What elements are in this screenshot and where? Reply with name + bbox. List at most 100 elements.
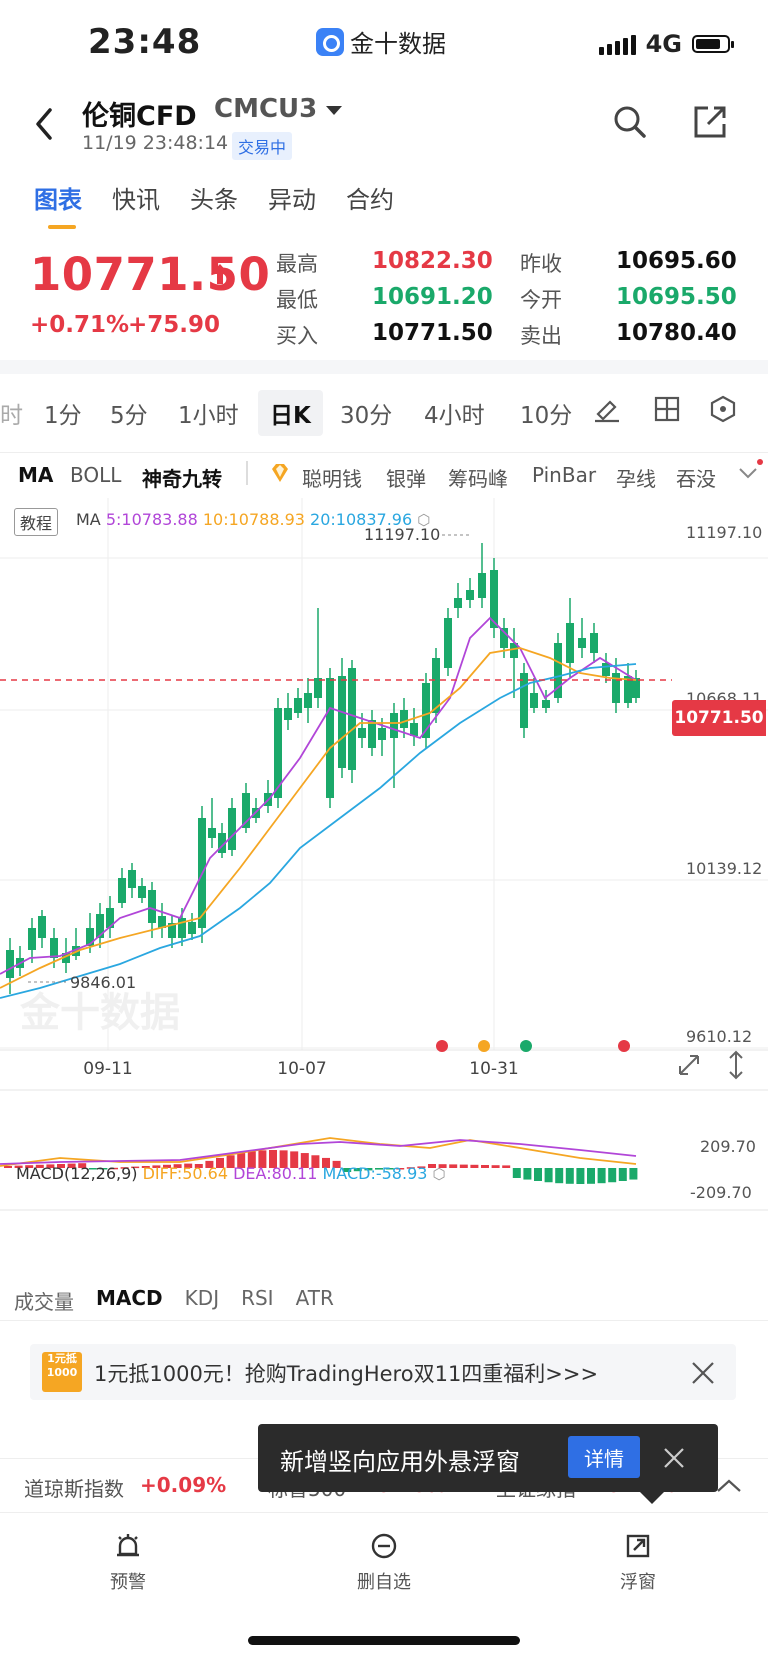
signal-dot [618,1040,630,1052]
nav-remove-watchlist[interactable]: 删自选 [324,1532,444,1594]
indicator-engulfing[interactable]: 吞没 [676,467,716,491]
instrument-name: 伦铜CFD [82,101,197,132]
macd-histogram-bar [597,1168,606,1184]
subtab-rsi[interactable]: RSI [241,1286,274,1310]
period-30min[interactable]: 30分 [340,403,393,429]
ma-settings-icon[interactable]: ⬡ [417,511,431,529]
subtab-volume[interactable]: 成交量 [14,1290,74,1314]
instrument-code[interactable]: CMCU3 [214,94,318,124]
candle-body [118,878,126,903]
tab-movements[interactable]: 异动 [268,186,316,214]
candle-body [304,693,312,708]
tab-contract[interactable]: 合约 [346,186,394,214]
ma20-value: 20:10837.96 [310,510,413,529]
draw-tool-icon[interactable] [592,394,622,424]
macd-histogram-bar [152,1165,161,1168]
indicator-ma[interactable]: MA [18,463,54,487]
search-icon[interactable] [612,104,648,140]
chevron-down-icon[interactable] [326,106,342,115]
macd-histogram-bar [459,1164,468,1168]
macd-settings-icon[interactable]: ⬡ [432,1165,446,1183]
indicator-td-sequential[interactable]: 神奇九转 [142,467,222,491]
nav-float-window[interactable]: 浮窗 [578,1532,698,1594]
indicator-smart-money[interactable]: 聪明钱 [302,467,362,491]
macd-histogram-bar [141,1166,150,1168]
float-window-icon [626,1534,650,1558]
candle-body [590,633,598,653]
macd-histogram-bar [226,1155,235,1168]
period-5min[interactable]: 5分 [110,403,148,429]
subtab-macd[interactable]: MACD [96,1286,163,1310]
candle-body [510,643,518,658]
ma-legend: MA 5:10783.88 10:10788.93 20:10837.96 ⬡ [76,510,430,529]
promo-banner[interactable] [30,1344,736,1400]
indicator-divider [246,461,248,485]
ma10-value: 10:10788.93 [202,510,305,529]
back-arrow-icon[interactable] [30,104,60,144]
expand-chevron-icon[interactable] [734,457,764,485]
candle-body [294,698,302,713]
stat-high-label: 最高 [276,252,318,276]
period-partial[interactable]: 时 [0,403,23,429]
macd-histogram-bar [406,1167,415,1169]
stat-prev-close-label: 昨收 [520,252,562,276]
macd-histogram-bar [269,1150,277,1168]
indicator-boll[interactable]: BOLL [70,463,122,487]
candle-body [410,723,418,736]
macd-diff-line [0,1137,637,1167]
period-10min[interactable]: 10分 [520,403,573,429]
candle-body [6,950,14,978]
indicator-silver-bullet[interactable]: 银弹 [386,467,426,491]
candle-body [62,953,70,963]
macd-histogram-bar [608,1168,617,1183]
up-arrow-icon [211,264,229,284]
indicator-pinbar[interactable]: PinBar [532,463,597,487]
candle-body [578,638,586,648]
grid-layout-icon[interactable] [652,394,682,424]
subtab-atr[interactable]: ATR [295,1286,334,1310]
tab-headlines[interactable]: 头条 [190,186,238,214]
macd-histogram-bar [396,1168,405,1170]
promo-text[interactable]: 1元抵1000元！抢购TradingHero双11四重福利>>> [94,1362,599,1386]
macd-histogram-bar [438,1164,447,1168]
tutorial-button[interactable]: 教程 [14,508,59,536]
macd-histogram-bar [375,1168,383,1170]
toast-detail-button[interactable]: 详情 [568,1436,640,1478]
subtab-kdj[interactable]: KDJ [184,1286,220,1310]
macd-histogram-bar [523,1168,532,1180]
indicator-inside-bar[interactable]: 孕线 [616,467,656,491]
sub-indicator-tabs: 成交量 MACD KDJ RSI ATR [14,1286,334,1315]
expand-vertical-icon [729,1050,743,1080]
candle-body [96,914,104,938]
candle-body [188,922,196,934]
indicator-selector: MA BOLL 神奇九转 聪明钱 银弹 筹码峰 PinBar 孕线 吞没 [0,452,768,497]
macd-histogram-bar [290,1151,299,1168]
watermark-text: 金十数据 [19,990,180,1036]
candle-body [368,720,376,748]
indicator-chip-peak[interactable]: 筹码峰 [448,467,508,491]
tab-chart[interactable]: 图表 [34,180,82,229]
macd-histogram-bar [163,1164,171,1168]
period-1hour[interactable]: 1小时 [178,403,239,429]
macd-histogram-bar [449,1164,458,1168]
candle-body [178,918,186,938]
close-icon[interactable] [690,1360,716,1386]
candle-body [228,808,236,850]
share-external-icon[interactable] [692,104,728,140]
toast-close-icon[interactable] [662,1446,686,1470]
tab-flash-news[interactable]: 快讯 [112,186,160,214]
signal-dot [436,1040,448,1052]
macd-bottom-label: -209.70 [690,1183,752,1202]
nav-alert[interactable]: 预警 [68,1532,188,1594]
period-1min[interactable]: 1分 [44,403,82,429]
macd-value: MACD:-58.93 [322,1164,428,1183]
macd-histogram-bar [25,1165,34,1168]
macd-histogram-bar [618,1168,627,1181]
period-daily[interactable]: 日K [258,390,323,436]
candlestick-chart[interactable]: 金十数据11197.1010668.1110139.129610.1209-11… [0,498,768,1272]
chevron-up-icon[interactable] [712,1473,746,1499]
settings-hex-icon[interactable] [708,394,738,424]
macd-histogram-bar [258,1150,267,1168]
signal-dot [478,1040,490,1052]
period-4hour[interactable]: 4小时 [424,403,485,429]
